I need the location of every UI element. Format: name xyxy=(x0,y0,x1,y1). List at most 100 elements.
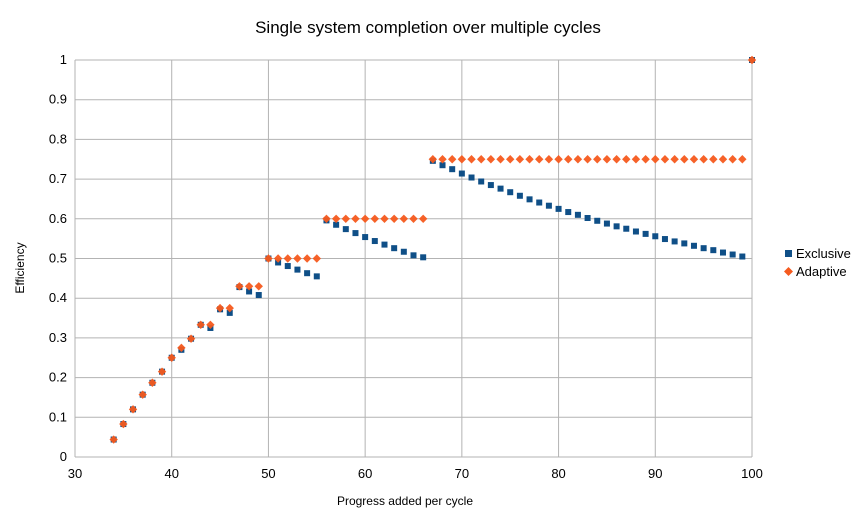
exclusive-point xyxy=(603,220,610,227)
adaptive-point xyxy=(670,155,679,164)
exclusive-point xyxy=(391,245,398,252)
legend-label-exclusive: Exclusive xyxy=(796,246,851,261)
adaptive-point xyxy=(544,155,554,164)
y-tick-label: 0.1 xyxy=(49,409,67,424)
legend: Exclusive Adaptive xyxy=(784,246,851,279)
adaptive-point xyxy=(622,155,631,164)
exclusive-point xyxy=(739,253,746,260)
exclusive-point xyxy=(468,174,475,181)
adaptive-point xyxy=(312,254,321,263)
adaptive-point xyxy=(389,214,399,223)
adaptive-point xyxy=(564,155,573,164)
x-tick-label: 50 xyxy=(261,466,275,481)
exclusive-point xyxy=(565,209,572,216)
y-tick-label: 0.7 xyxy=(49,171,67,186)
exclusive-point xyxy=(313,273,320,280)
exclusive-point xyxy=(507,189,514,196)
exclusive-point xyxy=(584,215,591,222)
exclusive-point xyxy=(497,185,504,192)
exclusive-point xyxy=(255,292,262,299)
y-tick-label: 0.9 xyxy=(49,92,67,107)
adaptive-point xyxy=(535,155,544,164)
adaptive-point xyxy=(225,303,234,313)
adaptive-point xyxy=(593,155,602,164)
exclusive-point xyxy=(284,263,291,270)
adaptive-point xyxy=(641,155,650,164)
gridlines xyxy=(74,59,753,458)
adaptive-point xyxy=(370,214,380,223)
adaptive-point xyxy=(302,254,312,263)
exclusive-point xyxy=(400,248,407,255)
y-tick-label: 0.4 xyxy=(49,290,67,305)
adaptive-point xyxy=(244,282,254,291)
adaptive-point xyxy=(554,155,563,164)
y-tick-label: 0.5 xyxy=(49,251,67,266)
adaptive-point xyxy=(438,155,447,164)
exclusive-point xyxy=(642,230,649,237)
adaptive-point xyxy=(157,367,167,376)
exclusive-point xyxy=(439,162,446,169)
exclusive-point xyxy=(681,240,688,247)
x-tick-label: 70 xyxy=(455,466,469,481)
x-axis-label: Progress added per cycle xyxy=(337,494,473,508)
chart-title: Single system completion over multiple c… xyxy=(255,18,601,37)
adaptive-point xyxy=(747,55,757,65)
exclusive-point xyxy=(371,238,378,245)
adaptive-point xyxy=(718,155,728,164)
y-axis-label: Efficiency xyxy=(13,242,27,293)
exclusive-point xyxy=(700,245,707,252)
adaptive-point xyxy=(186,334,196,343)
adaptive-point xyxy=(738,155,747,164)
adaptive-point xyxy=(651,155,660,164)
adaptive-point xyxy=(264,254,273,263)
exclusive-point xyxy=(487,182,494,189)
exclusive-point xyxy=(613,223,620,230)
legend-swatch-adaptive xyxy=(784,267,793,276)
adaptive-point xyxy=(341,214,350,223)
adaptive-point xyxy=(525,155,534,164)
adaptive-point xyxy=(138,390,147,399)
exclusive-point xyxy=(690,242,697,249)
exclusive-point xyxy=(555,205,562,212)
series-exclusive xyxy=(110,57,755,443)
exclusive-point xyxy=(729,251,736,258)
exclusive-point xyxy=(304,270,311,277)
exclusive-point xyxy=(661,236,668,243)
exclusive-point xyxy=(536,199,543,206)
exclusive-point xyxy=(594,217,601,224)
x-tick-label: 80 xyxy=(551,466,565,481)
legend-swatch-exclusive xyxy=(785,250,792,257)
adaptive-point xyxy=(689,155,699,164)
adaptive-point xyxy=(322,214,331,223)
adaptive-point xyxy=(380,214,389,223)
exclusive-point xyxy=(719,249,726,256)
exclusive-point xyxy=(478,178,485,185)
adaptive-point xyxy=(709,155,718,164)
y-tick-label: 0.6 xyxy=(49,211,67,226)
adaptive-point xyxy=(128,405,138,414)
exclusive-point xyxy=(294,266,301,273)
adaptive-point xyxy=(680,155,689,164)
adaptive-point xyxy=(148,378,157,387)
x-tick-label: 60 xyxy=(358,466,372,481)
adaptive-point xyxy=(418,214,428,223)
adaptive-point xyxy=(602,155,612,164)
series-adaptive xyxy=(109,55,757,444)
adaptive-point xyxy=(235,282,244,291)
adaptive-point xyxy=(167,353,176,362)
adaptive-point xyxy=(360,214,370,223)
adaptive-point xyxy=(273,254,283,263)
adaptive-point xyxy=(428,155,438,164)
x-tick-label: 90 xyxy=(648,466,662,481)
adaptive-point xyxy=(573,155,583,164)
exclusive-point xyxy=(526,196,533,203)
y-tick-label: 1 xyxy=(60,52,67,67)
adaptive-point xyxy=(467,155,476,164)
adaptive-point xyxy=(447,155,457,164)
y-axis-ticks: 0 0.1 0.2 0.3 0.4 0.5 0.6 0.7 0.8 0.9 1 xyxy=(49,52,67,464)
x-tick-label: 40 xyxy=(164,466,178,481)
adaptive-point xyxy=(506,155,515,164)
x-axis-ticks: 30 40 50 60 70 80 90 100 xyxy=(68,466,763,481)
adaptive-point xyxy=(331,214,341,223)
adaptive-point xyxy=(583,155,592,164)
